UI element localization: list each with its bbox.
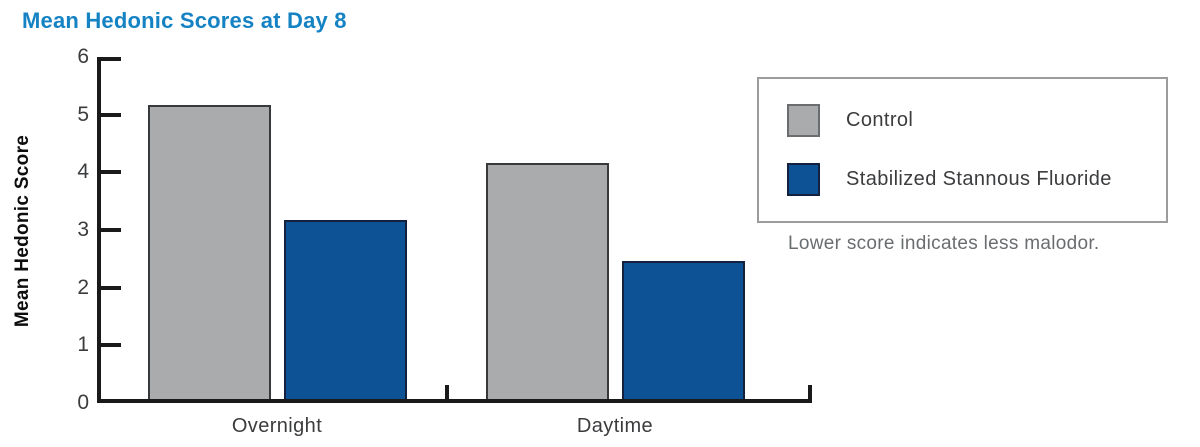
y-axis-tick-label: 2 — [77, 275, 89, 299]
plot-area: 0 1 2 3 4 5 6 Overnight Daytime — [77, 45, 812, 437]
legend-label: Control — [846, 109, 914, 131]
y-axis-tick-label: 4 — [77, 160, 89, 184]
y-axis-tick — [101, 170, 121, 175]
legend: Control Stabilized Stannous Fluoride — [757, 77, 1168, 223]
y-axis-tick — [101, 285, 121, 290]
legend-row: Control — [787, 104, 1166, 137]
treatment-swatch — [787, 163, 820, 196]
x-category-label: Overnight — [231, 415, 323, 437]
x-category-label: Daytime — [576, 415, 654, 437]
bar-daytime-treatment — [622, 261, 745, 399]
y-axis-tick-label: 1 — [77, 333, 89, 357]
bar-daytime-control — [486, 163, 609, 399]
y-axis-tick-label: 6 — [77, 45, 89, 68]
legend-row: Stabilized Stannous Fluoride — [787, 163, 1166, 196]
y-axis-tick — [101, 112, 121, 117]
y-axis-tick — [101, 343, 121, 348]
legend-note: Lower score indicates less malodor. — [788, 233, 1100, 254]
legend-label: Stabilized Stannous Fluoride — [846, 168, 1112, 190]
x-axis-end-tick — [808, 385, 812, 399]
y-axis-tick-label: 5 — [77, 102, 89, 126]
chart-title: Mean Hedonic Scores at Day 8 — [22, 8, 347, 33]
y-axis-tick-label: 3 — [77, 218, 89, 241]
y-axis-tick — [101, 57, 121, 61]
bar-overnight-control — [148, 105, 271, 399]
x-axis-separator-tick — [444, 385, 449, 399]
y-axis-tick — [101, 228, 121, 232]
y-axis-tick-label: 0 — [77, 391, 89, 414]
y-axis-title: Mean Hedonic Score — [12, 134, 33, 328]
control-swatch — [787, 104, 820, 137]
bar-overnight-treatment — [284, 220, 407, 399]
